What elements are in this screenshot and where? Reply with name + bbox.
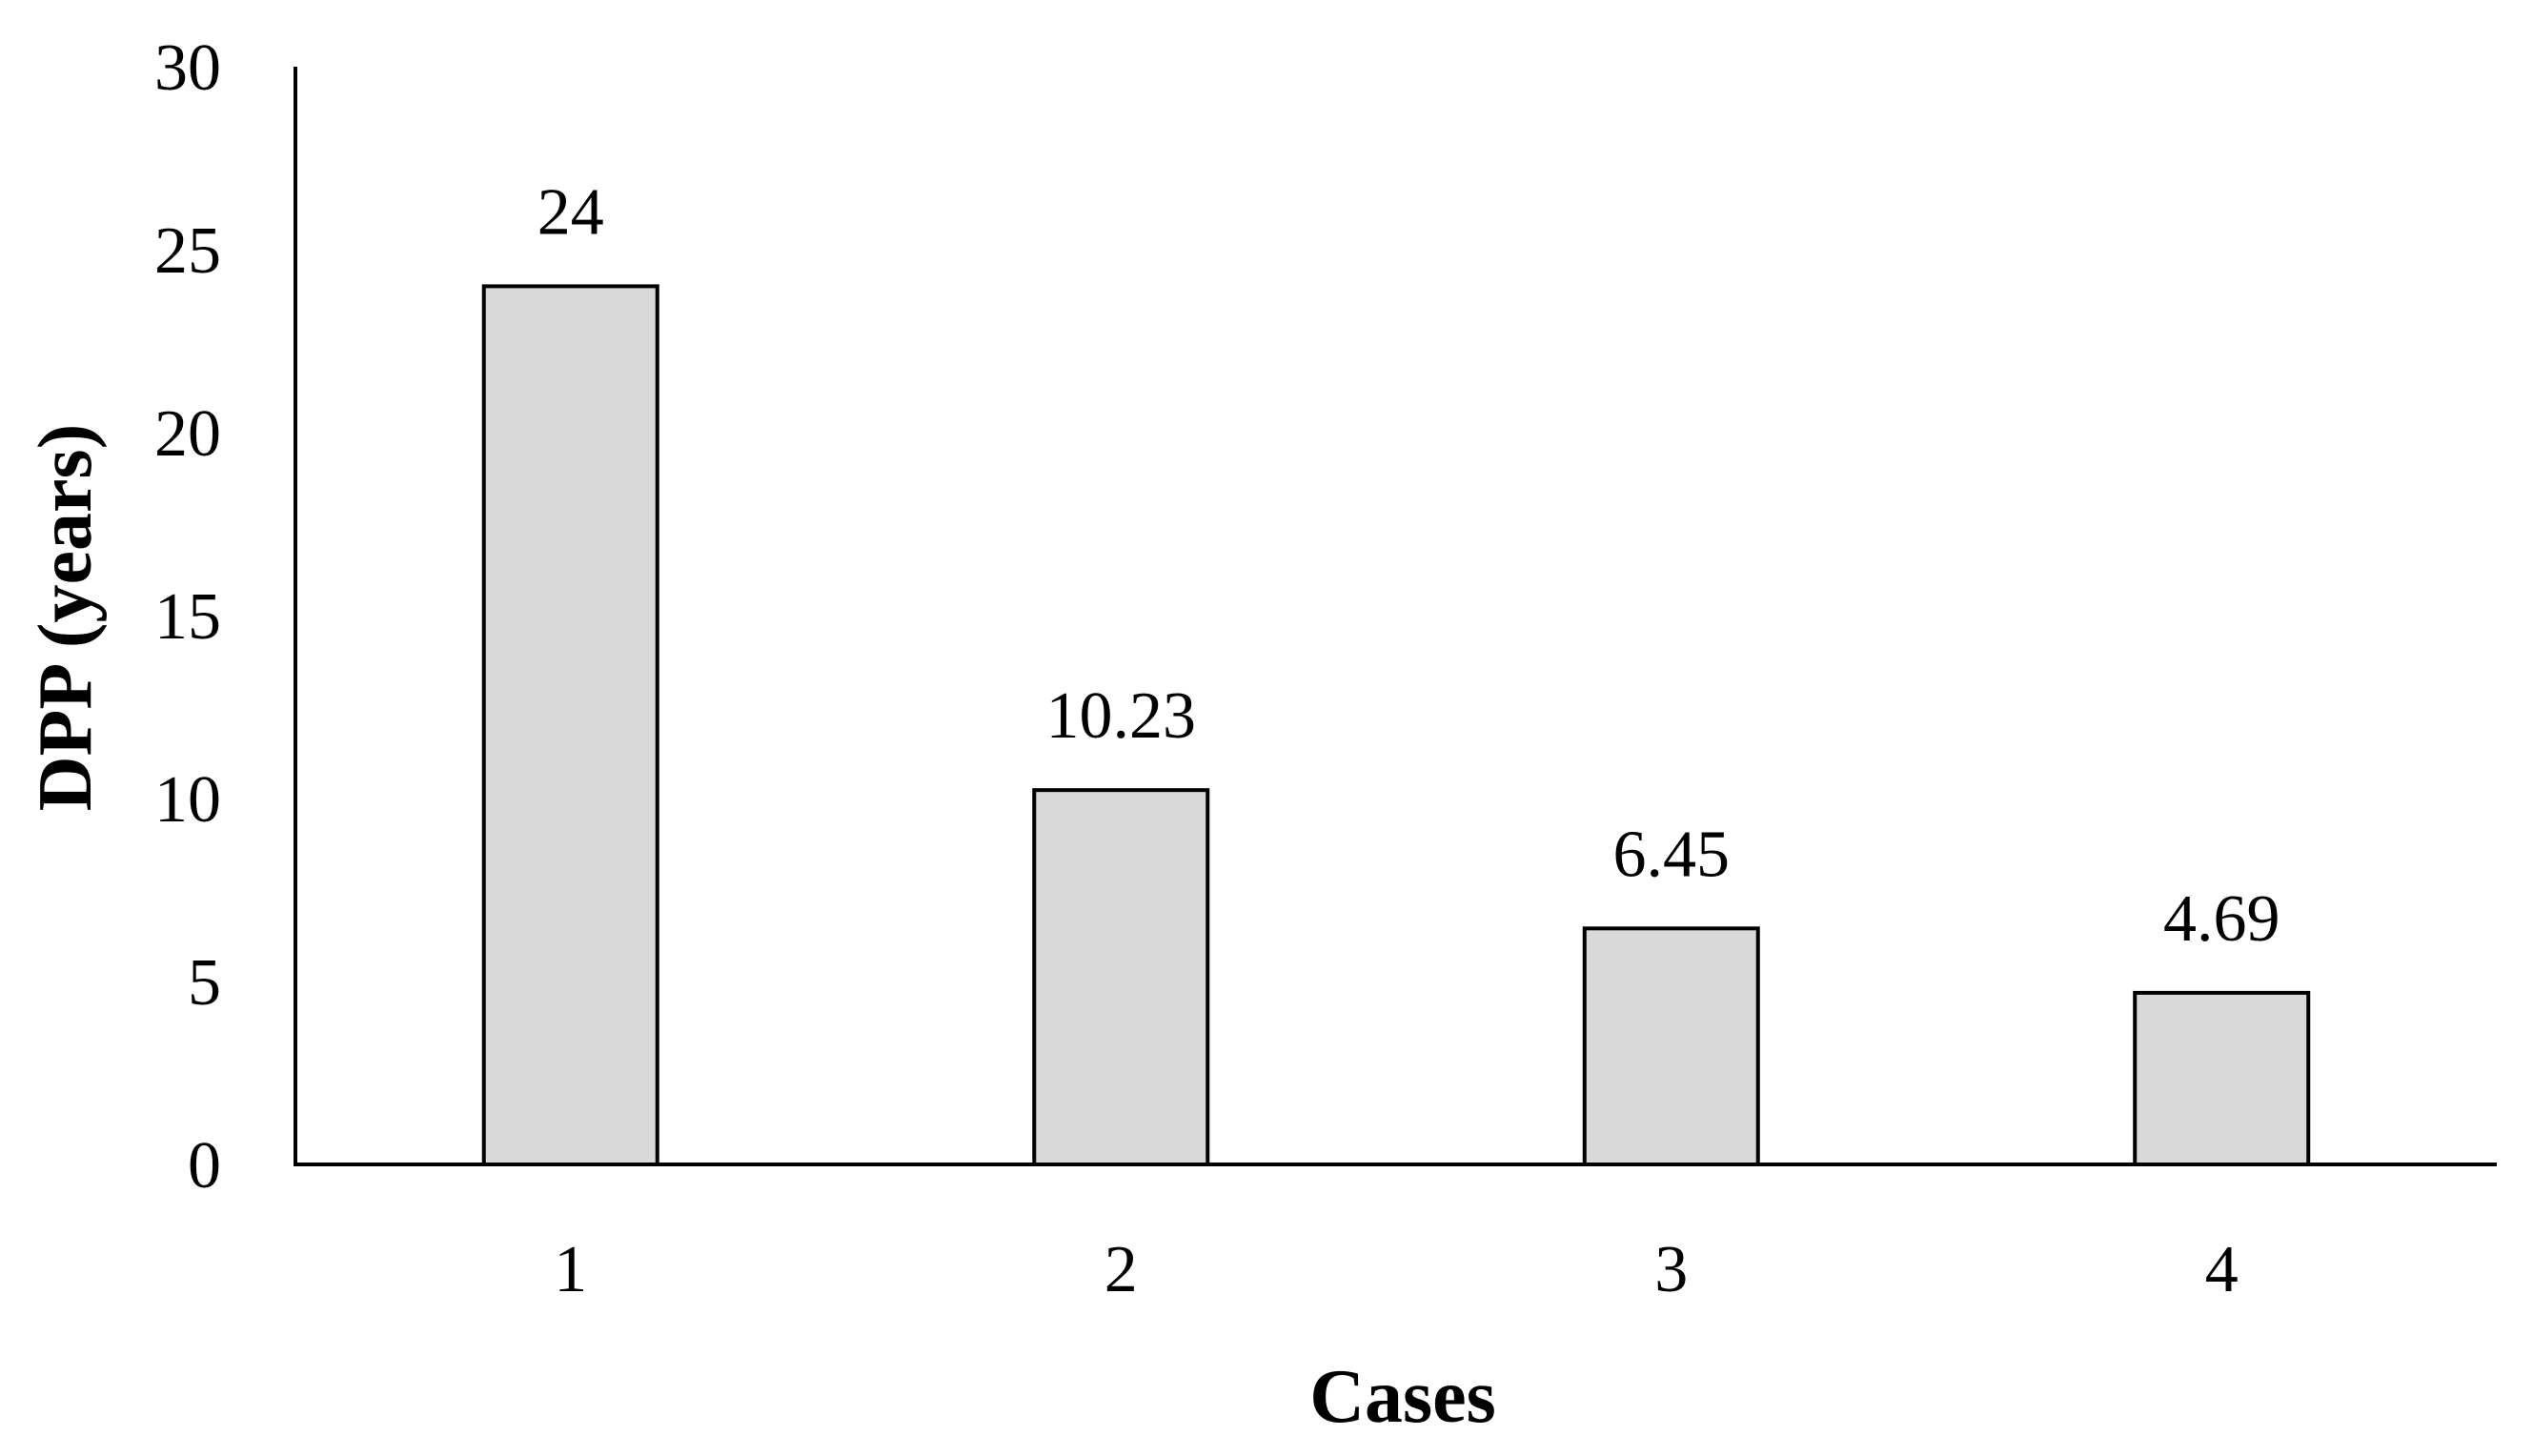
x-tick-label: 3 — [1654, 1233, 1688, 1306]
bar-case-4 — [2133, 990, 2311, 1167]
data-label-case-4: 4.69 — [2163, 882, 2280, 956]
data-label-case-3: 6.45 — [1613, 818, 1731, 891]
x-tick-label: 1 — [554, 1233, 587, 1306]
x-tick-label: 4 — [2205, 1233, 2239, 1306]
x-tick-label: 2 — [1104, 1233, 1138, 1306]
bar-case-3 — [1582, 926, 1760, 1166]
y-tick-label: 20 — [154, 397, 221, 471]
y-tick-label: 15 — [154, 580, 221, 654]
y-axis-title: DPP (years) — [24, 424, 108, 812]
bars — [481, 284, 2311, 1167]
y-tick-label: 10 — [154, 763, 221, 837]
y-tick-label: 5 — [188, 946, 221, 1020]
y-tick-label: 30 — [154, 31, 221, 105]
y-tick-label: 0 — [188, 1129, 221, 1203]
x-axis-ticks: 1 2 3 4 — [554, 1233, 2239, 1306]
bar-case-2 — [1032, 788, 1210, 1167]
bar-case-1 — [481, 284, 659, 1166]
y-tick-label: 25 — [154, 214, 221, 288]
data-label-case-2: 10.23 — [1046, 679, 1197, 753]
x-axis-title: Cases — [1309, 1355, 1496, 1439]
y-axis-ticks: 0 5 10 15 20 25 30 — [154, 31, 221, 1203]
data-labels: 24 10.23 6.45 4.69 — [537, 175, 2280, 956]
data-label-case-1: 24 — [537, 175, 604, 249]
